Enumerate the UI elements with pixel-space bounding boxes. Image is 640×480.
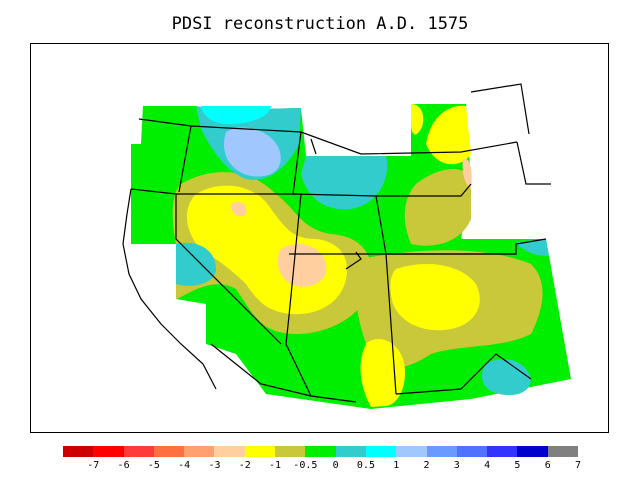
contour-yellow-2 (390, 264, 480, 331)
legend-swatch (517, 446, 549, 457)
legend-swatch (63, 446, 94, 457)
legend-tick-label: 5 (514, 460, 521, 471)
contour-yellow-3 (360, 339, 406, 407)
legend-tick-label: 0 (332, 460, 339, 471)
legend-tick-label: 3 (453, 460, 460, 471)
pdsi-map (122, 83, 571, 409)
legend-swatch (305, 446, 337, 457)
legend-tick-label: -4 (178, 460, 191, 471)
legend-swatch (335, 446, 367, 457)
legend-swatch (487, 446, 518, 457)
contour-peach-1 (277, 244, 327, 287)
contour-olive-east (404, 169, 471, 246)
legend-tick-label: -6 (117, 460, 130, 471)
contour-cyan (201, 106, 271, 125)
legend-tick-label: -5 (147, 460, 160, 471)
legend-swatch (547, 446, 579, 457)
legend-swatch (244, 446, 276, 457)
contour-yellow-4 (426, 105, 471, 165)
legend-swatch (93, 446, 125, 457)
legend-swatch (396, 446, 428, 457)
legend-tick-label: 7 (574, 460, 582, 471)
legend-swatch (275, 446, 306, 457)
contour-peach-2 (231, 202, 247, 217)
contour-teal-se (481, 359, 531, 396)
legend-tick-label: 0.5 (356, 460, 375, 471)
legend-swatch (184, 446, 215, 457)
legend-tick-label: -2 (238, 460, 251, 471)
map-frame (30, 43, 609, 433)
contour-yellow-5 (411, 104, 424, 135)
legend-swatch (456, 446, 488, 457)
legend-tick-label: 1 (393, 460, 400, 471)
legend-swatch (365, 446, 397, 457)
contour-teal-west (176, 242, 216, 286)
legend-tick-label: 6 (544, 460, 551, 471)
contour-lightblue (223, 127, 281, 177)
map-title: PDSI reconstruction A.D. 1575 (171, 14, 469, 34)
legend-tick-label: -3 (208, 460, 221, 471)
legend-swatch (426, 446, 458, 457)
color-legend: -7 -6 -5 -4 -3 -2 -1 -0.5 0 0.5 1 2 3 4 5 6 7 (63, 446, 582, 476)
legend-tick-label: -0.5 (293, 460, 318, 471)
legend-swatch (153, 446, 185, 457)
legend-tick-label: -7 (87, 460, 100, 471)
state-boundaries (122, 83, 551, 403)
contour-peach-3 (462, 158, 472, 189)
legend-swatch (214, 446, 246, 457)
legend-swatch (123, 446, 155, 457)
legend-tick-label: 2 (423, 460, 430, 471)
contour-teal-ne (516, 239, 549, 256)
legend-tick-label: -1 (269, 460, 282, 471)
legend-tick-label: 4 (484, 460, 491, 471)
